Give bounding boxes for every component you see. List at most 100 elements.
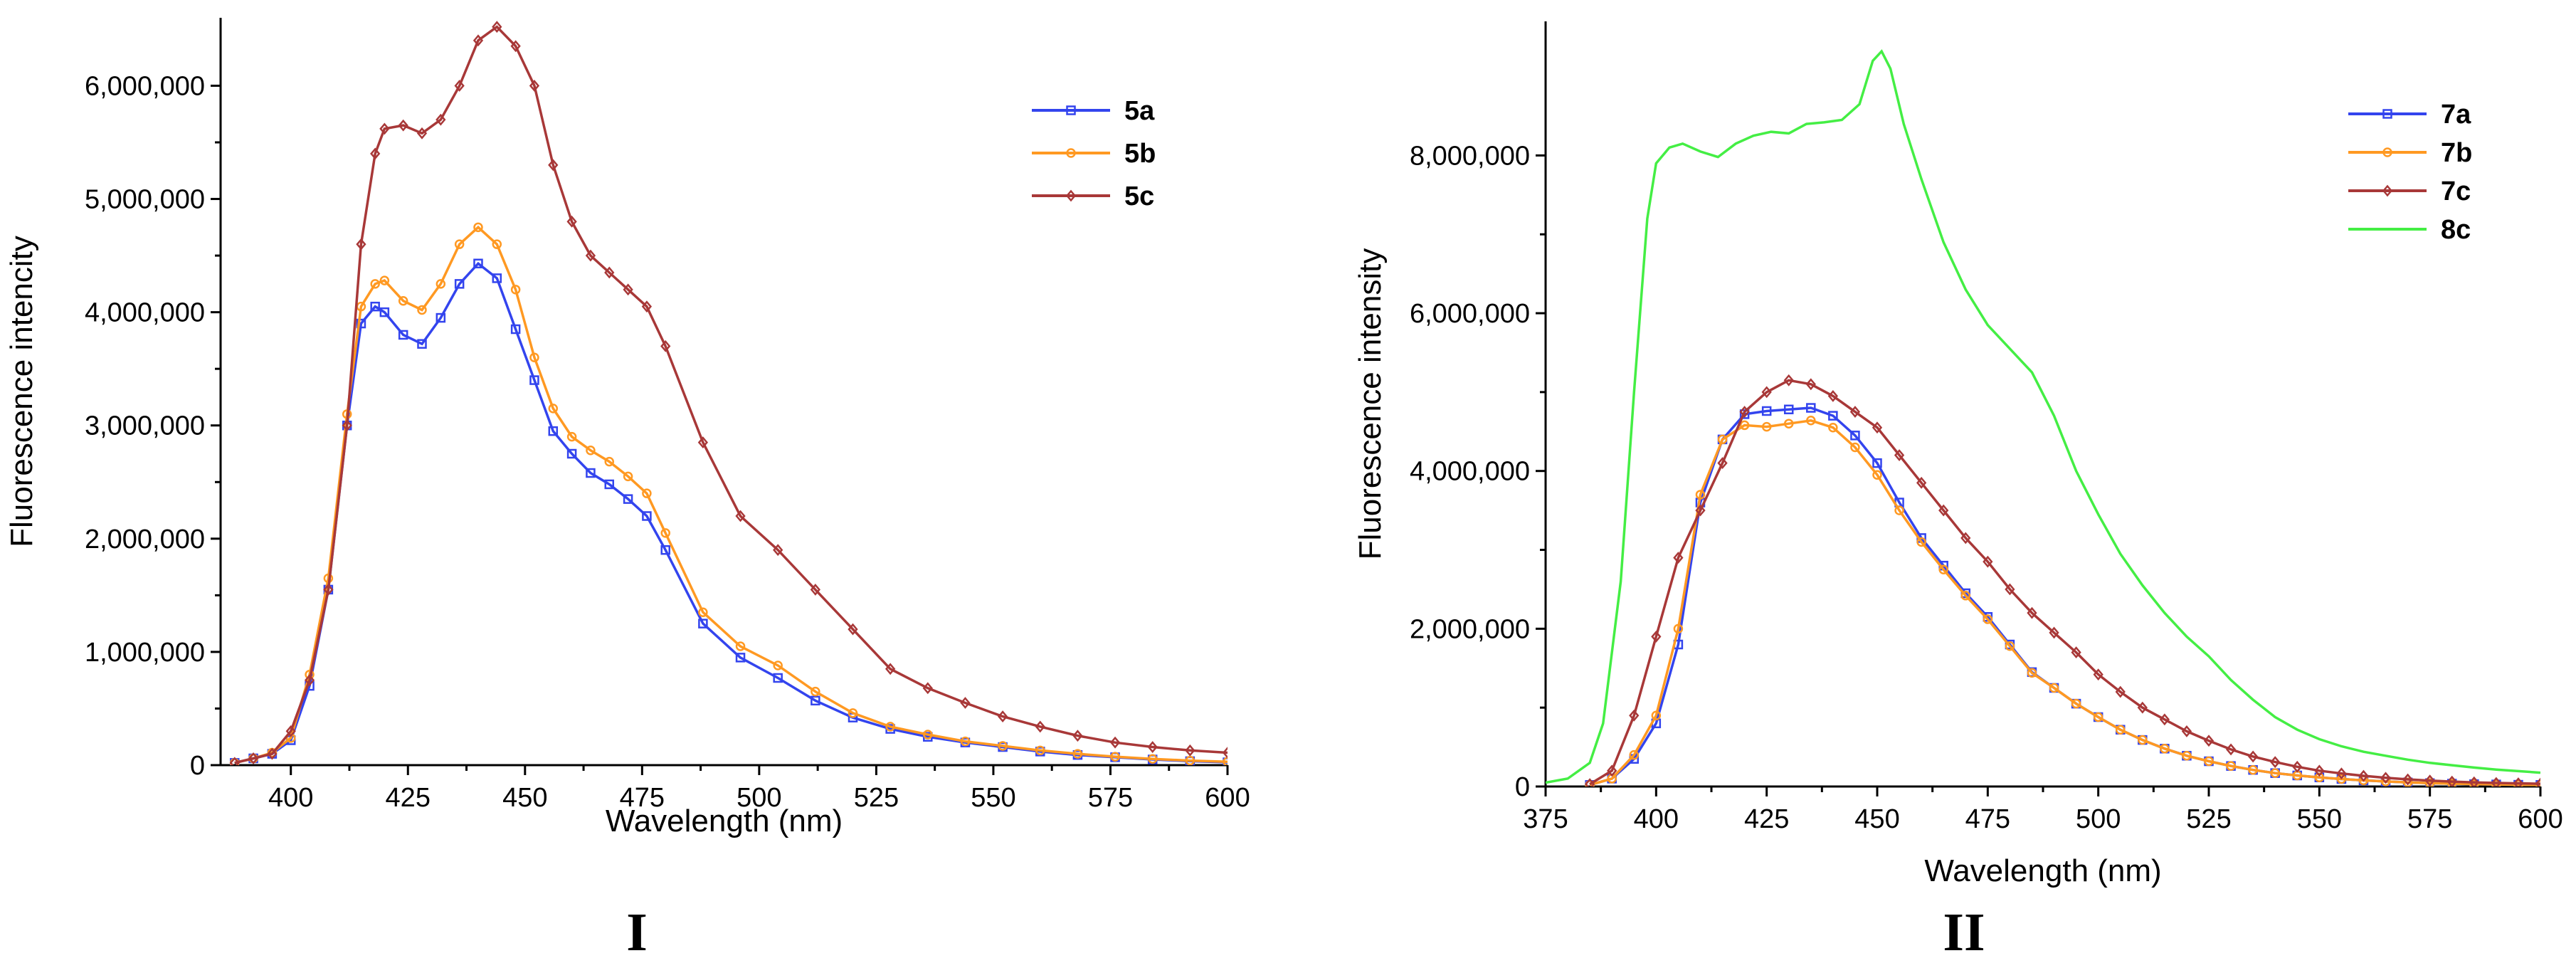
data-point-5a [548,426,559,436]
data-point-5c [885,663,896,675]
data-point-5b [1072,749,1083,759]
series-line-8c [1546,49,2540,784]
legend-marker-7c [2382,184,2393,197]
x-tick-label: 575 [1088,783,1133,813]
data-point-7b [2446,779,2457,786]
legend-label-8c: 8c [2441,215,2471,245]
x-tick-label: 500 [2076,804,2121,834]
data-point-5c [248,752,259,764]
data-point-7b [2115,725,2126,735]
data-point-7c [1983,555,1993,568]
data-point-5c [323,583,334,596]
data-point-7c [1607,764,1617,777]
legend-label-7b: 7b [2441,138,2472,168]
data-point-7c [1739,406,1750,419]
x-tick-label: 525 [2186,804,2231,834]
data-point-7b [1695,490,1706,500]
y-tick-label: 4,000,000 [85,298,205,328]
data-point-5b [454,239,465,249]
data-point-5b [417,305,427,315]
x-tick-label: 475 [1965,804,2010,834]
data-point-7a [1761,406,1772,416]
data-point-7b [1872,470,1882,480]
data-point-7b [1894,505,1904,515]
y-tick-label: 2,000,000 [1410,614,1530,644]
data-point-7b [1717,434,1728,445]
data-point-7b [2491,779,2501,786]
data-point-7c [2292,760,2303,773]
data-point-7c [1584,778,1595,786]
data-point-5b [1223,757,1228,765]
data-point-7c [2225,743,2237,756]
data-point-5c [922,682,933,695]
data-point-7c [1872,421,1883,434]
data-point-7b [2226,761,2236,771]
y-axis-title: Fluorescence intensity [1353,248,1388,560]
legend-label-5c: 5c [1124,182,1154,211]
data-point-5a [370,301,380,312]
data-point-7b [2336,774,2347,784]
data-point-7b [1938,564,1948,574]
data-point-5b [623,471,633,482]
series-line-5b [234,225,1228,764]
data-point-7b [2424,778,2435,786]
y-tick-label: 0 [1515,772,1530,802]
data-point-7b [2270,768,2280,778]
series-line-7a [1589,406,2540,786]
series-line-5a [234,261,1228,764]
y-axis-title: Fluorescence intencity [4,236,39,547]
data-point-5b [885,722,895,732]
y-tick-label: 2,000,000 [85,525,205,554]
data-point-7c [2203,735,2215,747]
data-point-7c [1673,552,1684,564]
data-point-7b [2248,764,2258,775]
data-point-5a [436,312,446,323]
x-tick-label: 425 [1744,804,1789,834]
data-point-5c [1185,744,1195,757]
data-point-5b [586,445,596,456]
data-point-7b [2138,735,2148,745]
data-point-7b [1960,591,1971,601]
data-point-7b [2093,712,2103,722]
data-point-7c [1695,504,1706,517]
data-point-7b [2314,772,2325,783]
data-point-5b [923,730,933,740]
data-point-5a [473,258,483,268]
data-point-5c [454,80,465,92]
data-point-7b [1739,420,1750,431]
data-point-5a [773,673,783,683]
data-point-7b [1806,416,1816,426]
data-point-7a [1783,404,1794,415]
x-tick-label: 600 [1205,783,1250,813]
data-point-5c [641,300,653,313]
data-point-5b [773,661,783,670]
data-point-7b [2071,698,2081,709]
data-point-5c [370,147,381,160]
y-tick-label: 5,000,000 [85,185,205,215]
data-point-5c [342,419,352,432]
data-point-5a [454,279,465,289]
y-tick-label: 6,000,000 [1410,299,1530,329]
series-7c [1584,374,2540,786]
data-point-7b [2513,779,2523,786]
data-point-7b [2204,756,2214,767]
x-axis-title: Wavelength (nm) [1924,853,2161,888]
data-point-5c [398,119,408,132]
panel-label: I [626,903,648,962]
series-line-5c [234,25,1228,764]
x-tick-label: 450 [1854,804,1899,834]
data-point-7c [2071,646,2081,659]
data-point-5c [548,159,559,172]
x-tick-label: 425 [386,783,431,813]
data-point-5a [529,375,539,385]
data-point-7a [1806,403,1816,413]
data-point-7b [1673,624,1684,634]
data-point-7c [2137,701,2148,714]
x-tick-label: 450 [502,783,547,813]
data-point-7c [1783,374,1794,386]
legend-marker-7a [2382,109,2392,119]
series-5c [229,21,1228,765]
data-point-5b [1147,754,1158,764]
series-8c [1546,49,2540,784]
